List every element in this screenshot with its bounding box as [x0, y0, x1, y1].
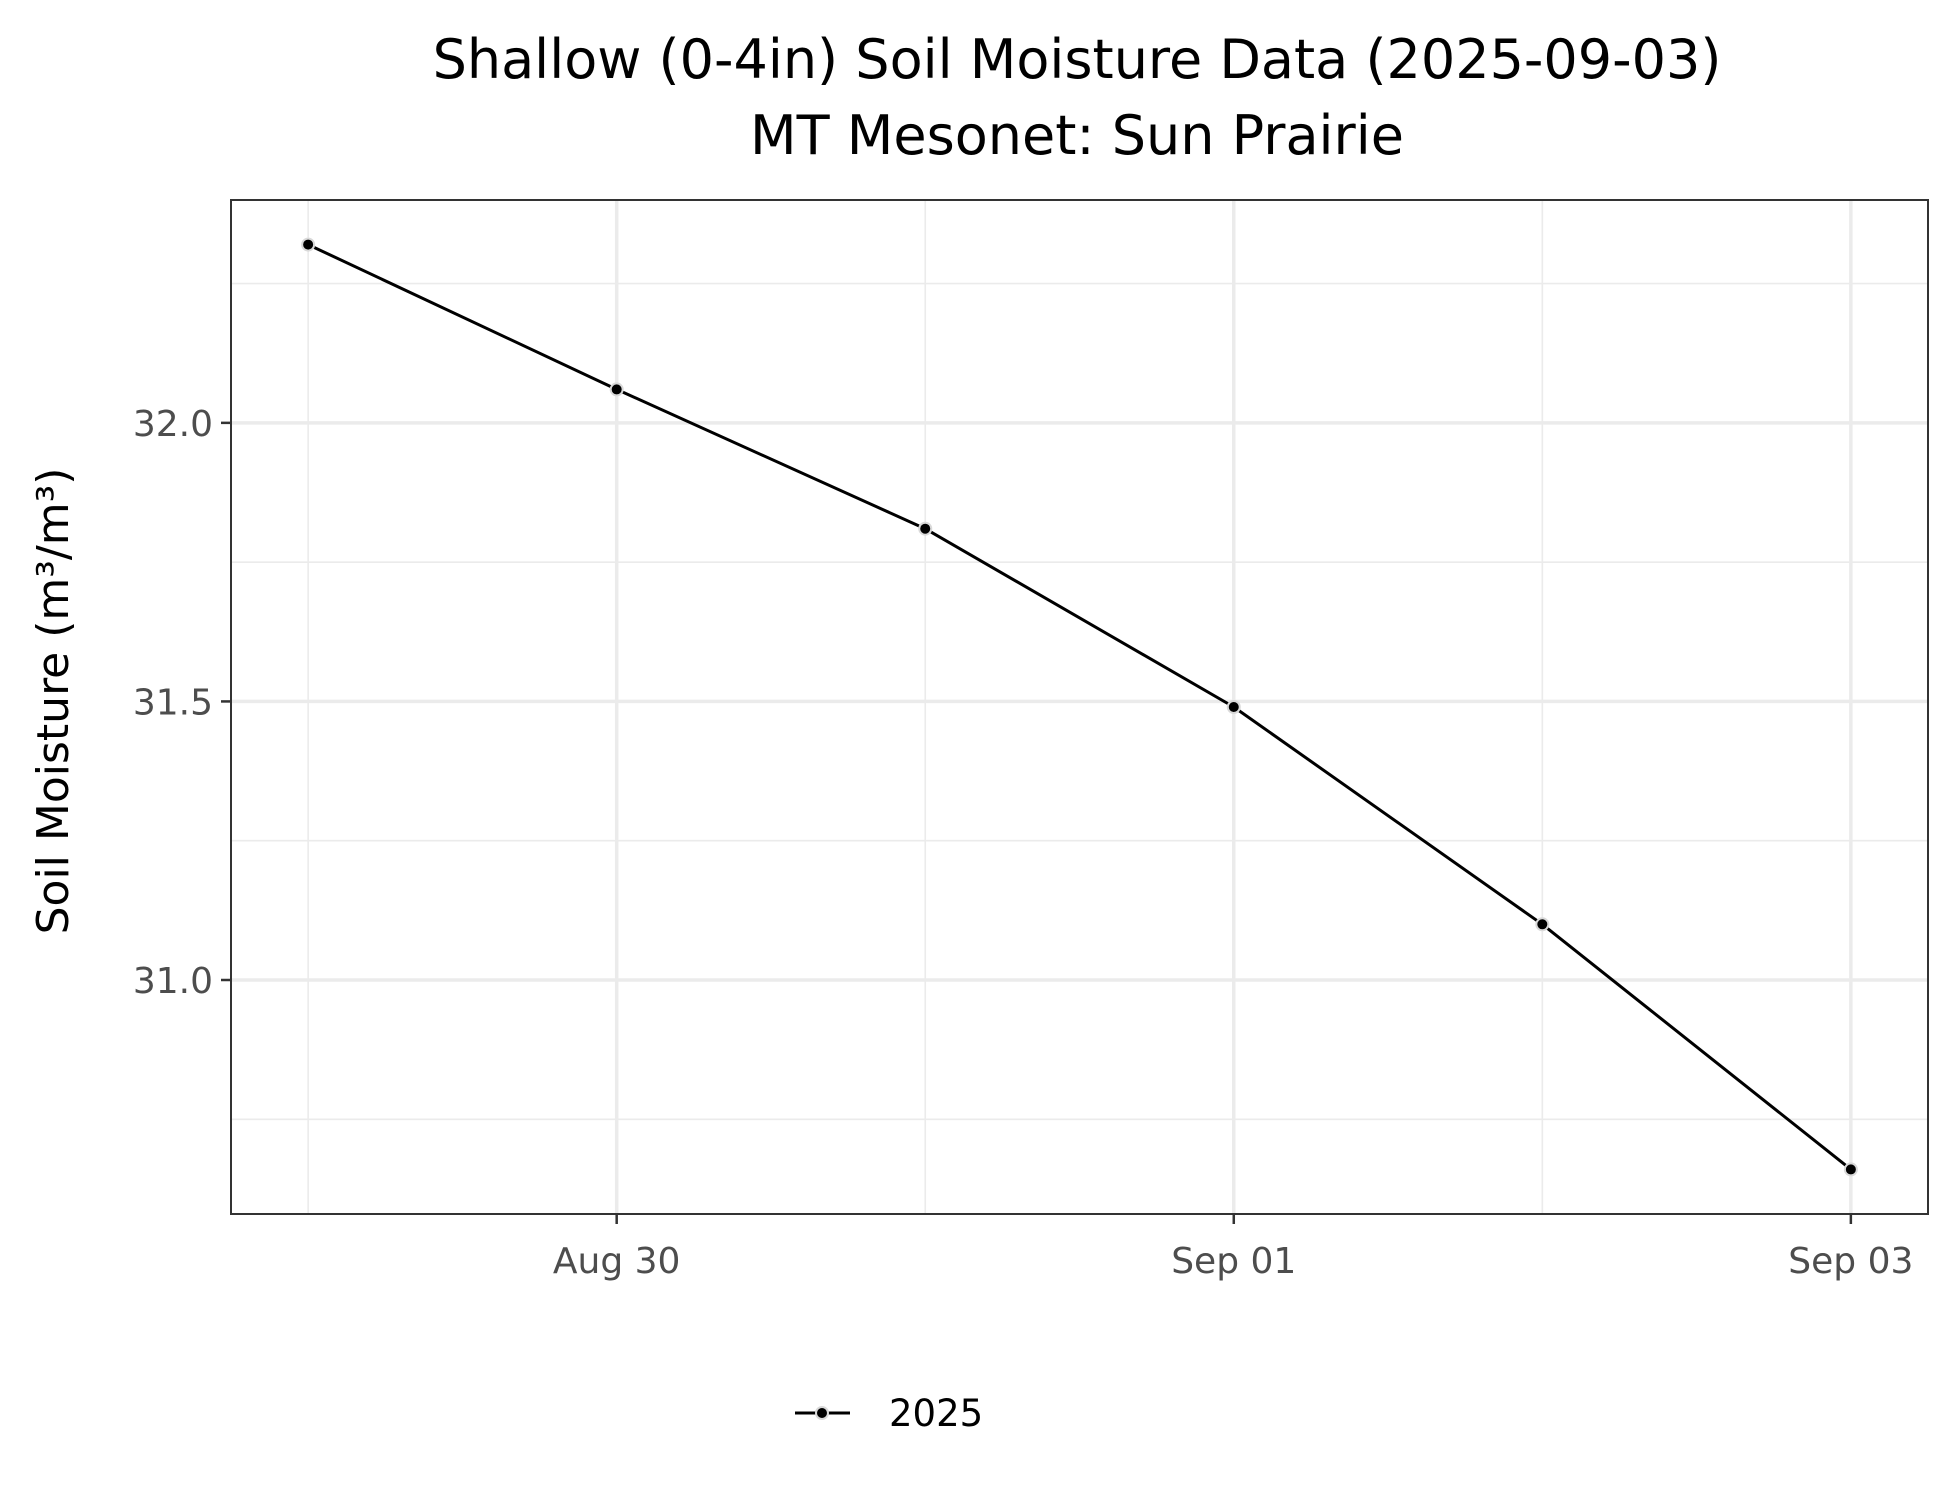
x-tick-label: Sep 03 [1788, 1241, 1913, 1282]
x-axis: Aug 30 Sep 01 Sep 03 [553, 1214, 1913, 1282]
chart-title: Shallow (0-4in) Soil Moisture Data (2025… [433, 28, 1722, 91]
chart-subtitle: MT Mesonet: Sun Prairie [750, 104, 1404, 167]
data-point [918, 521, 933, 536]
series-line-2025 [307, 243, 1852, 1171]
minor-gridlines [231, 200, 1928, 1214]
legend-key-point [815, 1406, 829, 1420]
x-tick-label: Aug 30 [553, 1241, 681, 1282]
y-tick-label: 31.5 [133, 682, 213, 723]
y-axis-title: Soil Moisture (m³/m³) [28, 468, 79, 935]
data-point [1843, 1162, 1858, 1177]
y-axis: 31.0 31.5 32.0 [133, 404, 231, 1002]
major-gridlines [231, 200, 1928, 1214]
plot-panel-border [230, 199, 1929, 1215]
legend: 2025 [795, 1392, 983, 1435]
series-layer [301, 237, 1858, 1177]
legend-label-2025: 2025 [889, 1392, 983, 1435]
data-point [1535, 917, 1550, 932]
data-point [609, 382, 624, 397]
data-point [1226, 700, 1241, 714]
data-point [301, 237, 316, 252]
y-tick-label: 31.0 [133, 961, 213, 1002]
y-tick-label: 32.0 [133, 404, 213, 445]
x-tick-label: Sep 01 [1171, 1241, 1296, 1282]
